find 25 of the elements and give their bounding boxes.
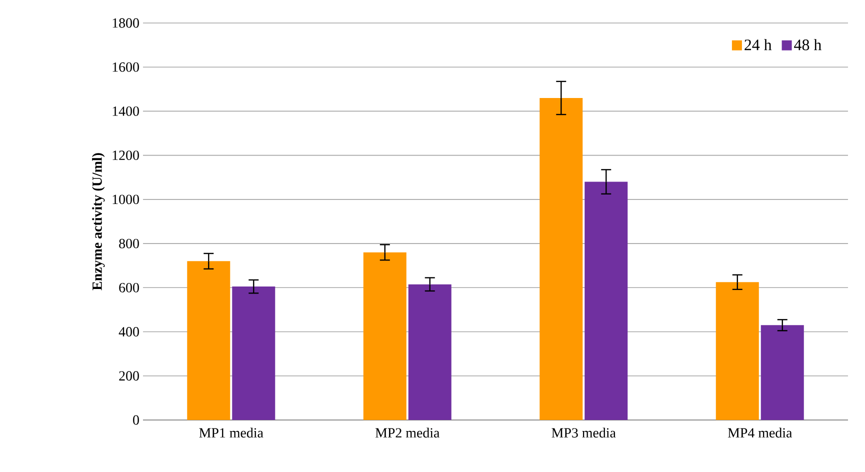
bar: [760, 325, 804, 420]
y-tick-label: 1800: [112, 18, 139, 28]
y-tick-label: 1200: [112, 150, 139, 160]
y-tick-label: 600: [119, 282, 139, 292]
bar: [584, 182, 628, 420]
bar: [540, 98, 583, 420]
y-tick-label: 1000: [112, 194, 139, 204]
x-tick-label: MP2 media: [375, 428, 440, 438]
bar: [232, 286, 276, 420]
y-tick-label: 0: [133, 415, 139, 425]
bar: [187, 261, 230, 420]
y-tick-label: 200: [119, 371, 139, 381]
y-tick-label: 400: [118, 327, 139, 336]
y-tick-label: 800: [119, 238, 139, 248]
y-tick-label: 1400: [112, 106, 139, 116]
x-tick-label: MP1 media: [199, 428, 264, 438]
legend-label: 48 h: [794, 39, 822, 50]
y-tick-label: 1600: [112, 62, 139, 72]
bar: [716, 282, 759, 420]
x-tick-label: MP3 media: [552, 428, 616, 438]
legend-label: 24 h: [744, 39, 772, 50]
x-tick-label: MP4 media: [728, 428, 792, 438]
bar: [408, 284, 452, 420]
bar: [363, 252, 406, 420]
y-axis-title: Enzyme activity (U/ml): [92, 153, 105, 290]
